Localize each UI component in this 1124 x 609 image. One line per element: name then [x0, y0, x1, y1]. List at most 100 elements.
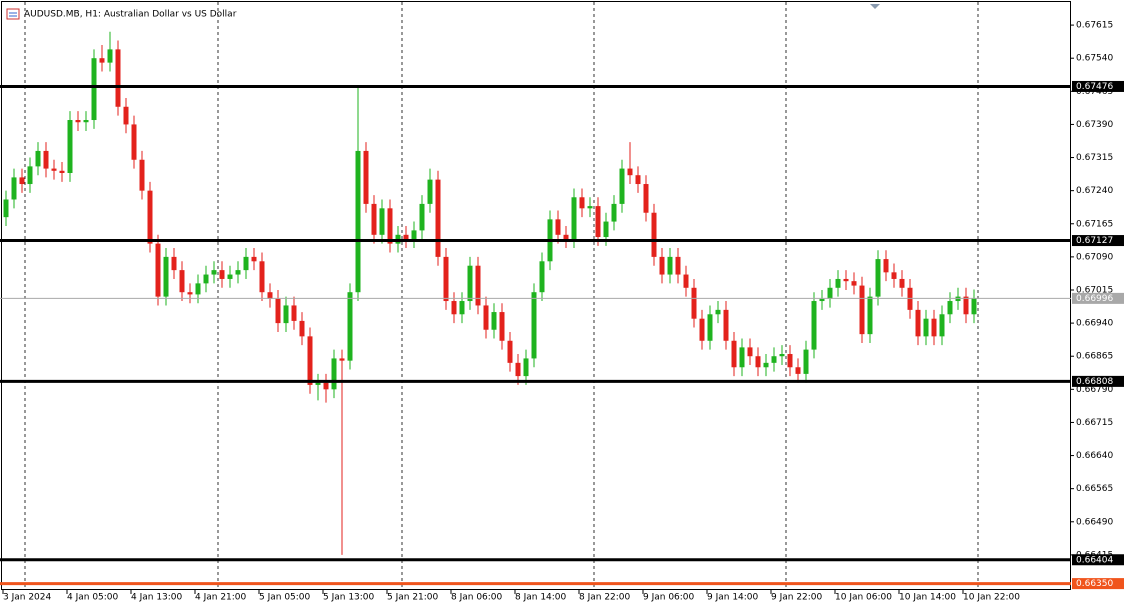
candle-body [867, 296, 873, 335]
candle-body [411, 230, 417, 240]
candle-body [59, 170, 65, 173]
candle-body [859, 285, 865, 335]
candle-body [371, 203, 377, 235]
candle-body [635, 175, 641, 185]
x-tick-label: 4 Jan 13:00 [131, 593, 183, 603]
candle-body [339, 358, 345, 361]
candle-body [875, 259, 881, 297]
candle-body [235, 270, 241, 275]
candle-body [467, 265, 473, 302]
candle-body [75, 120, 81, 123]
y-tick-label: 0.66715 [1076, 418, 1113, 428]
x-tick-label: 9 Jan 06:00 [643, 593, 695, 603]
y-tick-label: 0.66940 [1076, 319, 1113, 329]
candle-body [139, 159, 145, 191]
candle-body [107, 49, 113, 63]
y-tick-label: 0.66865 [1076, 352, 1113, 362]
candle-body [355, 150, 361, 293]
candle-body [267, 292, 273, 299]
level-box [1072, 80, 1124, 92]
y-tick-label: 0.67540 [1076, 54, 1113, 64]
x-tick-label: 3 Jan 2024 [3, 593, 51, 603]
x-tick-label: 5 Jan 21:00 [387, 593, 439, 603]
candle-body [779, 354, 785, 357]
candle-body [571, 197, 577, 240]
candle-body [131, 124, 137, 160]
candle-body [443, 256, 449, 302]
candle-body [323, 382, 329, 390]
y-tick-label: 0.67015 [1076, 285, 1113, 295]
candle-body [83, 120, 89, 123]
candle-body [627, 168, 633, 176]
candle-body [275, 298, 281, 324]
candle-body [531, 292, 537, 359]
candle-body [419, 203, 425, 231]
y-tick-label: 0.67165 [1076, 219, 1113, 229]
y-tick-label: 0.67090 [1076, 252, 1113, 262]
candle-body [459, 301, 465, 315]
candle-body [171, 256, 177, 271]
candle-body [43, 150, 49, 169]
candle-body [731, 340, 737, 368]
candle-body [91, 58, 97, 121]
candle-body [819, 298, 825, 302]
candle-body [683, 274, 689, 288]
candle-body [603, 221, 609, 238]
candle-body [315, 382, 321, 385]
candle-body [715, 309, 721, 315]
candle-body [691, 287, 697, 319]
candle-body [803, 349, 809, 374]
x-tick-label: 9 Jan 22:00 [771, 593, 823, 603]
candle-body [659, 256, 665, 275]
candle-body [99, 58, 105, 63]
candle-body [915, 309, 921, 337]
candle-body [403, 234, 409, 240]
current-price-box [1072, 292, 1124, 304]
candle-body [707, 314, 713, 341]
candle-body [147, 190, 153, 244]
candle-body [27, 166, 33, 185]
candle-body [939, 314, 945, 337]
level-box [1072, 554, 1124, 566]
candle-body [835, 278, 841, 288]
candle-body [843, 278, 849, 282]
candle-body [227, 274, 233, 279]
candle-body [651, 212, 657, 257]
scroll-marker [870, 4, 880, 9]
candle-body [203, 274, 209, 284]
level-box [1072, 375, 1124, 387]
level-label: 0.66404 [1076, 555, 1113, 565]
candle-body [51, 168, 57, 171]
x-tick-label: 5 Jan 05:00 [259, 593, 311, 603]
candle-body [667, 256, 673, 275]
y-tick-label: 0.66790 [1076, 385, 1113, 395]
candle-body [35, 150, 41, 167]
candle-body [723, 309, 729, 341]
candle-body [283, 305, 289, 324]
candle-body [427, 179, 433, 204]
candle-body [755, 356, 761, 368]
candle-body [971, 298, 977, 315]
candle-body [675, 256, 681, 275]
candle-body [851, 281, 857, 286]
candle-body [619, 168, 625, 204]
x-tick-label: 9 Jan 14:00 [707, 593, 759, 603]
candle-body [307, 336, 313, 385]
y-tick-label: 0.66565 [1076, 484, 1113, 494]
y-tick-label: 0.66640 [1076, 451, 1113, 461]
candle-body [115, 49, 121, 107]
candle-body [67, 120, 73, 173]
candle-body [811, 301, 817, 350]
plot-frame [1, 1, 1071, 590]
candle-body [883, 259, 889, 273]
candle-body [299, 320, 305, 337]
candle-body [179, 270, 185, 293]
candle-body [579, 197, 585, 209]
candle-body [347, 292, 353, 361]
candle-body [611, 203, 617, 222]
candle-body [795, 367, 801, 374]
x-tick-label: 4 Jan 05:00 [67, 593, 119, 603]
candle-body [435, 179, 441, 257]
candle-body [515, 362, 521, 377]
